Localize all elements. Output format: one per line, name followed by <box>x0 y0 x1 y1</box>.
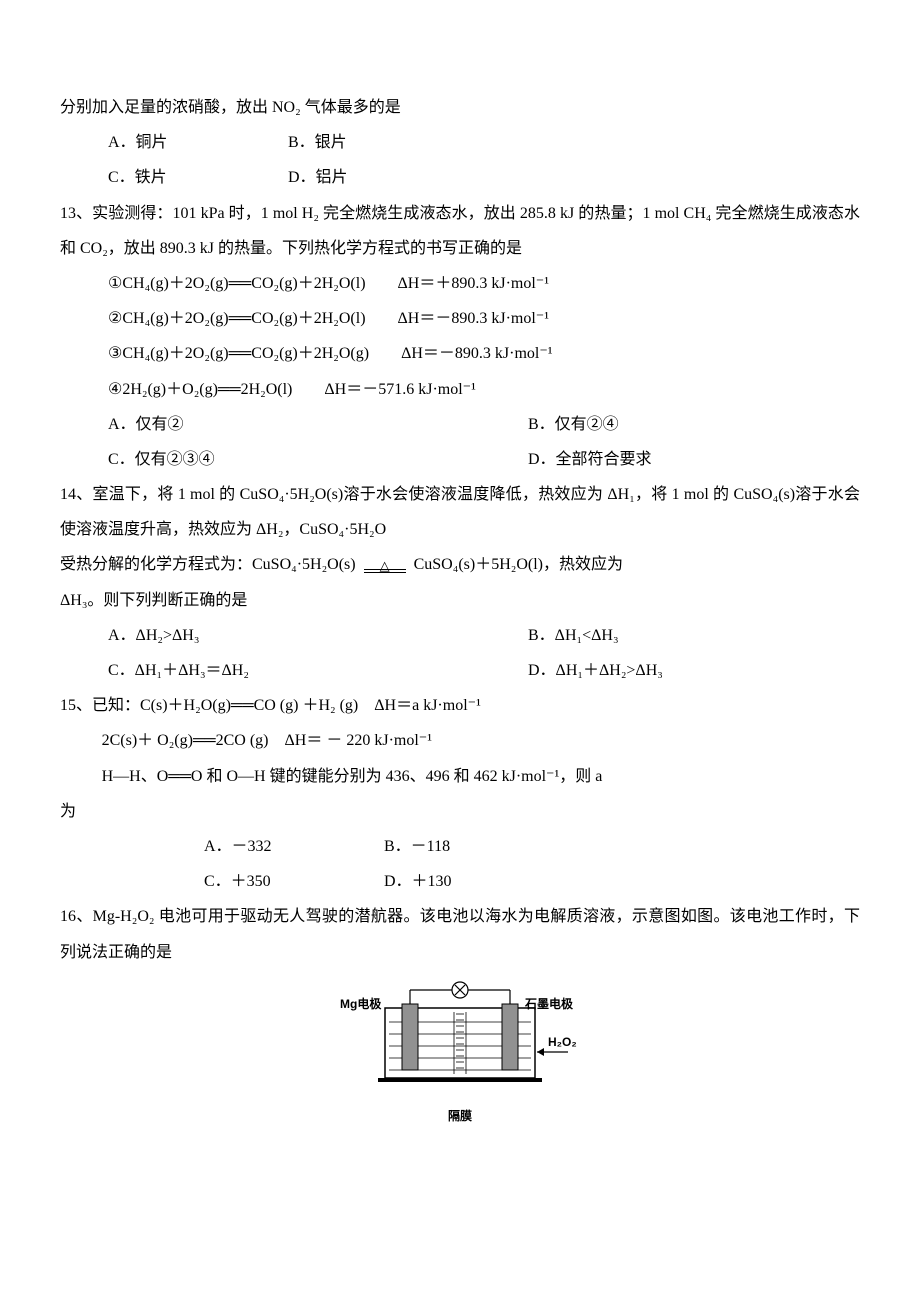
q14-options-row1: A．ΔH₂>ΔH₃ B．ΔH₁<ΔH₃ <box>60 618 860 653</box>
q15-option-c: C．＋350 <box>204 864 384 899</box>
q14-chem-left: 受热分解的化学方程式为：CuSO₄·5H₂O(s) <box>60 556 356 573</box>
q14-option-b: B．ΔH₁<ΔH₃ <box>528 618 619 653</box>
q13-option-a: A．仅有② <box>108 407 528 442</box>
q14-option-d: D．ΔH₁＋ΔH₂>ΔH₃ <box>528 653 663 688</box>
q13-option-b: B．仅有②④ <box>528 407 619 442</box>
battery-diagram-icon: Mg电极 石墨电极 H₂O₂ <box>330 978 590 1088</box>
q12-option-c: C．铁片 <box>108 160 288 195</box>
q16-stem: 16、Mg-H₂O₂ 电池可用于驱动无人驾驶的潜航器。该电池以海水为电解质溶液，… <box>60 899 860 969</box>
q15-options-row2: C．＋350 D．＋130 <box>60 864 860 899</box>
q12-stem: 分别加入足量的浓硝酸，放出 NO₂ 气体最多的是 <box>60 90 860 125</box>
mg-electrode-label: Mg电极 <box>340 996 382 1011</box>
heat-arrow-top: △ <box>380 559 390 572</box>
q15-option-a: A．－332 <box>204 829 384 864</box>
q13-eq2: ②CH₄(g)＋2O₂(g)══CO₂(g)＋2H₂O(l) ΔH＝－890.3… <box>60 301 860 336</box>
h2o2-label: H₂O₂ <box>548 1035 577 1049</box>
heat-arrow-line2 <box>364 572 406 573</box>
q12-option-b: B．银片 <box>288 125 468 160</box>
battery-figure: Mg电极 石墨电极 H₂O₂ 隔膜 <box>60 978 860 1130</box>
q12-options-row2: C．铁片 D．铝片 <box>60 160 860 195</box>
q14-option-a: A．ΔH₂>ΔH₃ <box>108 618 528 653</box>
q14-chem-right: CuSO₄(s)＋5H₂O(l)，热效应为 <box>414 556 623 573</box>
q15-option-d: D．＋130 <box>384 864 564 899</box>
q13-options-row2: C．仅有②③④ D．全部符合要求 <box>60 442 860 477</box>
q14-stem-p1: 14、室温下，将 1 mol 的 CuSO₄·5H₂O(s)溶于水会使溶液温度降… <box>60 477 860 547</box>
q15-line4: 为 <box>60 794 860 829</box>
q13-option-c: C．仅有②③④ <box>108 442 528 477</box>
membrane-caption: 隔膜 <box>60 1103 860 1129</box>
q13-eq3: ③CH₄(g)＋2O₂(g)══CO₂(g)＋2H₂O(g) ΔH＝－890.3… <box>60 336 860 371</box>
heat-arrow-icon: △ <box>364 559 406 573</box>
q15-options-row1: A．－332 B．－118 <box>60 829 860 864</box>
graphite-electrode-label: 石墨电极 <box>524 996 574 1011</box>
q15-line1: 15、已知：C(s)＋H₂O(g)══CO (g) ＋H₂ (g) ΔH＝a k… <box>60 688 860 723</box>
q14-stem-p2: 受热分解的化学方程式为：CuSO₄·5H₂O(s) △ CuSO₄(s)＋5H₂… <box>60 547 860 582</box>
q13-eq1: ①CH₄(g)＋2O₂(g)══CO₂(g)＋2H₂O(l) ΔH＝＋890.3… <box>60 266 860 301</box>
q13-option-d: D．全部符合要求 <box>528 442 652 477</box>
heat-arrow-line1 <box>364 569 406 570</box>
q12-option-d: D．铝片 <box>288 160 468 195</box>
q13-options-row1: A．仅有② B．仅有②④ <box>60 407 860 442</box>
q13-eq4: ④2H₂(g)＋O₂(g)══2H₂O(l) ΔH＝－571.6 kJ·mol⁻… <box>60 372 860 407</box>
q12-option-a: A．铜片 <box>108 125 288 160</box>
q13-stem: 13、实验测得：101 kPa 时，1 mol H₂ 完全燃烧生成液态水，放出 … <box>60 196 860 266</box>
q15-line3: H—H、O══O 和 O—H 键的键能分别为 436、496 和 462 kJ·… <box>60 759 860 794</box>
q15-option-b: B．－118 <box>384 829 564 864</box>
q14-stem-p3: ΔH₃。则下列判断正确的是 <box>60 583 860 618</box>
q14-options-row2: C．ΔH₁＋ΔH₃＝ΔH₂ D．ΔH₁＋ΔH₂>ΔH₃ <box>60 653 860 688</box>
q15-line2: 2C(s)＋ O₂(g)══2CO (g) ΔH＝ － 220 kJ·mol⁻¹ <box>60 723 860 758</box>
q12-options-row1: A．铜片 B．银片 <box>60 125 860 160</box>
q14-option-c: C．ΔH₁＋ΔH₃＝ΔH₂ <box>108 653 528 688</box>
